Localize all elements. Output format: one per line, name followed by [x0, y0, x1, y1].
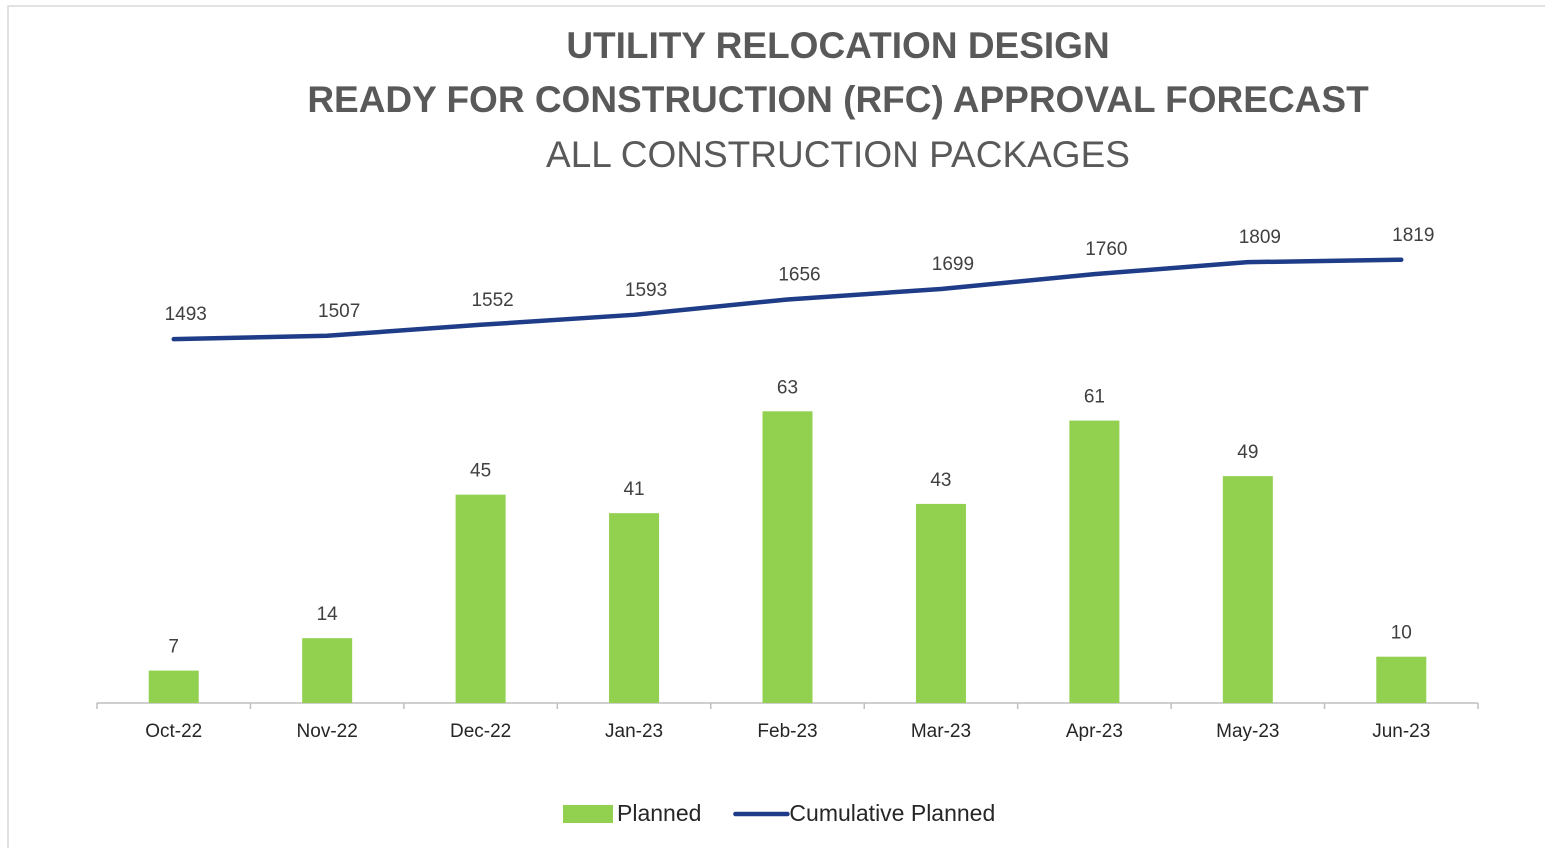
data-label: 10 — [1391, 623, 1412, 644]
bar — [915, 503, 966, 703]
x-tick-label: Oct-22 — [145, 721, 202, 742]
bar — [1376, 656, 1427, 703]
x-tick-label: Apr-23 — [1066, 721, 1123, 742]
bar — [762, 411, 813, 703]
bar — [455, 494, 506, 703]
data-label: 1699 — [932, 254, 974, 275]
bar — [302, 638, 353, 703]
x-tick-label: Dec-22 — [450, 721, 511, 742]
data-label: 43 — [930, 470, 951, 491]
bar — [609, 513, 660, 703]
x-tick-label: Jan-23 — [605, 721, 663, 742]
bar — [148, 670, 199, 703]
data-label: 1493 — [165, 304, 207, 325]
x-tick-label: May-23 — [1216, 721, 1279, 742]
chart-subtitle: ALL CONSTRUCTION PACKAGES — [546, 134, 1130, 175]
x-tick-label: Nov-22 — [297, 721, 358, 742]
data-label: 1809 — [1239, 227, 1281, 248]
chart-title: READY FOR CONSTRUCTION (RFC) APPROVAL FO… — [307, 79, 1369, 120]
data-label: 63 — [777, 377, 798, 398]
chart-title: UTILITY RELOCATION DESIGN — [566, 25, 1109, 66]
legend-swatch — [563, 805, 613, 823]
data-label: 1656 — [778, 264, 820, 285]
data-label: 41 — [623, 479, 644, 500]
data-label: 14 — [317, 604, 339, 625]
data-label: 1593 — [625, 280, 667, 301]
data-label: 1819 — [1392, 225, 1434, 246]
data-label: 49 — [1237, 442, 1258, 463]
data-label: 7 — [168, 637, 179, 658]
x-tick-label: Mar-23 — [911, 721, 971, 742]
line — [171, 257, 1404, 342]
legend-label: Planned — [617, 800, 701, 826]
data-label: 45 — [470, 461, 491, 482]
bar — [1069, 420, 1120, 703]
data-label: 1760 — [1085, 239, 1127, 260]
bar — [1222, 476, 1273, 703]
data-label: 1552 — [471, 290, 513, 311]
data-label: 61 — [1084, 387, 1105, 408]
x-tick-label: Jun-23 — [1372, 721, 1430, 742]
legend-label: Cumulative Planned — [789, 800, 995, 826]
data-label: 1507 — [318, 301, 360, 322]
x-tick-label: Feb-23 — [757, 721, 817, 742]
